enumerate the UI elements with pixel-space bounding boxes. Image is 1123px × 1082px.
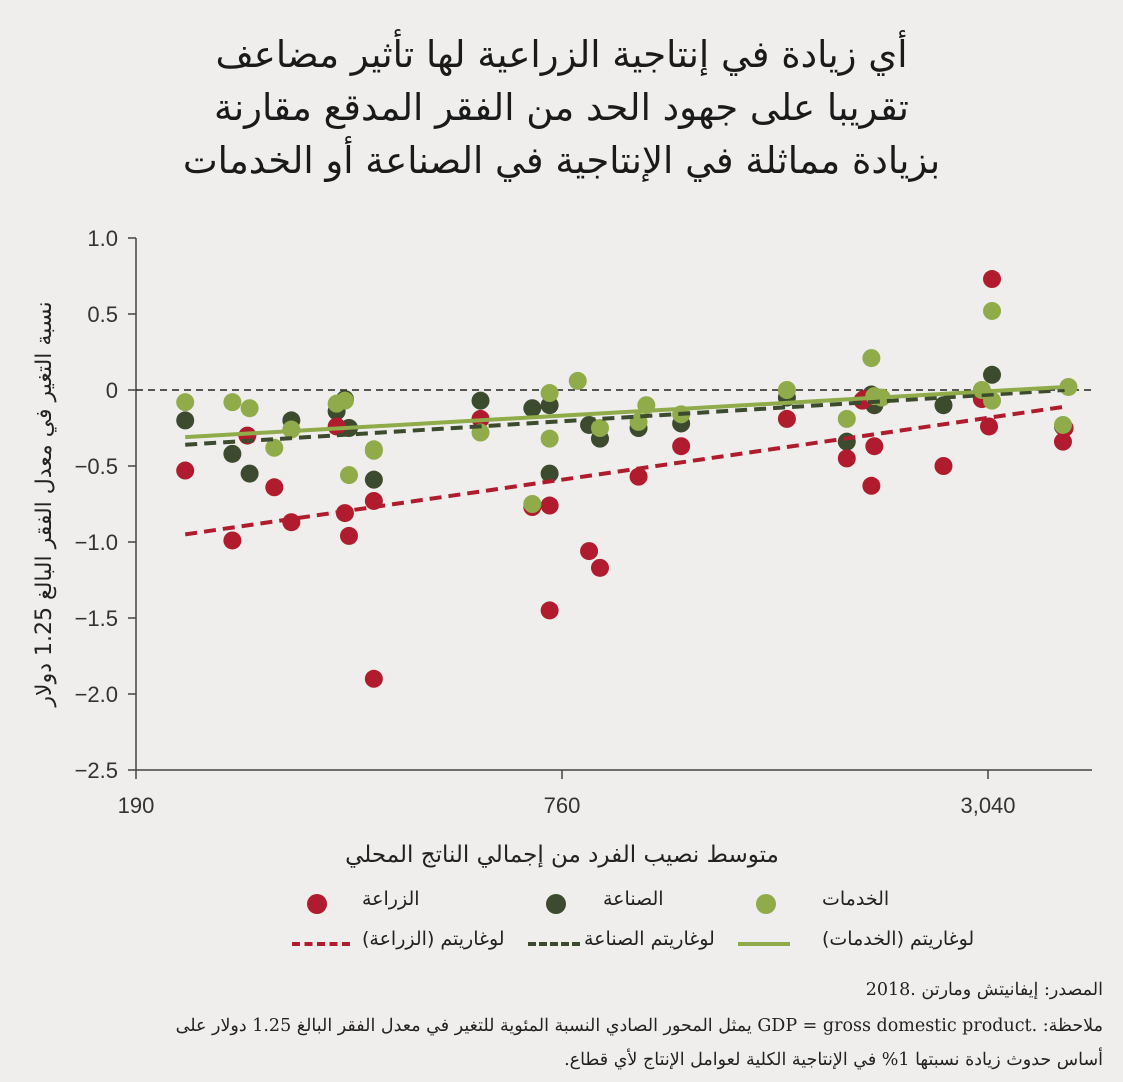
legend-log-industry-line	[528, 942, 580, 946]
agriculture-point	[282, 513, 301, 532]
agriculture-point	[1053, 432, 1072, 451]
x-tick-label: 190	[118, 793, 155, 818]
agriculture-point	[364, 669, 383, 688]
agriculture-point	[672, 437, 691, 456]
x-tick-label: 760	[544, 793, 581, 818]
services-point	[240, 399, 259, 418]
agriculture-trend-line	[184, 404, 1065, 537]
agriculture-point	[865, 437, 884, 456]
industry-point	[240, 464, 259, 483]
y-axis-title: نسبة التغير في معدل الفقر البالغ 1.25 دو…	[32, 301, 57, 707]
industry-trend-line	[185, 388, 1065, 447]
legend-industry-label: الصناعة	[603, 888, 664, 910]
services-point	[862, 349, 881, 368]
chart-title: أي زيادة في إنتاجية الزراعية لها تأثير م…	[60, 28, 1063, 187]
services-point	[590, 419, 609, 437]
y-tick-label: −1.0	[75, 530, 118, 555]
agriculture-point	[777, 409, 796, 428]
industry-point	[540, 464, 559, 483]
y-tick-label: −2.0	[75, 682, 118, 707]
services-point	[523, 495, 542, 513]
chart-title-line-2: تقريبا على جهود الحد من الفقر المدقع مقا…	[214, 86, 909, 129]
services-point	[340, 466, 358, 485]
agriculture-point	[934, 457, 953, 475]
chart-title-line-1: أي زيادة في إنتاجية الزراعية لها تأثير م…	[215, 33, 908, 76]
agriculture-point	[340, 526, 358, 545]
legend-agriculture-label: الزراعة	[362, 888, 420, 910]
industry-point	[223, 444, 242, 463]
agriculture-point	[223, 531, 242, 550]
services-point	[540, 384, 559, 403]
services-point	[176, 393, 195, 412]
services-point	[364, 441, 383, 460]
agriculture-point	[980, 417, 999, 436]
industry-point	[176, 411, 195, 430]
services-point	[777, 381, 796, 399]
agriculture-point	[590, 558, 609, 577]
legend-agriculture-marker	[307, 894, 327, 914]
agriculture-point	[265, 478, 284, 497]
industry-point	[364, 470, 383, 489]
services-point	[540, 429, 559, 448]
legend-log-agriculture-label: لوغاريتم (الزراعة)	[362, 928, 505, 950]
source-note: المصدر: إيفانيتش ومارتن .2018	[865, 980, 1103, 1000]
y-tick-label: −1.5	[75, 606, 118, 631]
agriculture-point	[983, 270, 1002, 289]
x-axis-title: متوسط نصيب الفرد من إجمالي الناتج المحلي	[345, 842, 779, 868]
agriculture-point	[580, 542, 599, 561]
services-point	[1053, 415, 1072, 434]
agriculture-point	[629, 467, 648, 486]
legend-services-marker	[756, 894, 776, 914]
y-tick-label: 0.5	[87, 302, 118, 327]
agriculture-point	[176, 461, 195, 480]
legend-services-label: الخدمات	[822, 888, 890, 910]
y-tick-label: −0.5	[75, 454, 118, 479]
services-trend-line	[185, 384, 1065, 440]
services-point	[265, 438, 284, 457]
legend-log-services-line	[738, 942, 790, 946]
legend-log-agriculture-line	[292, 942, 350, 946]
services-point	[568, 371, 587, 390]
services-point	[837, 409, 856, 428]
services-point	[335, 391, 354, 410]
y-tick-label: 1.0	[87, 226, 118, 251]
agriculture-point	[540, 601, 559, 620]
services-point	[223, 393, 242, 412]
legend-log-industry-label: لوغاريتم الصناعة	[584, 928, 715, 950]
industry-point	[934, 396, 953, 415]
x-tick-label: 3,040	[960, 793, 1015, 818]
industry-point	[471, 391, 490, 410]
industry-point	[837, 432, 856, 451]
agriculture-point	[540, 496, 559, 515]
services-point	[983, 301, 1002, 320]
note-line-2: أساس حدوث زيادة نسبتها 1% في الإنتاجية ا…	[564, 1050, 1103, 1070]
legend-log-services-label: لوغاريتم (الخدمات)	[822, 928, 975, 950]
industry-point	[523, 399, 542, 418]
agriculture-point	[862, 476, 881, 495]
agriculture-point	[837, 449, 856, 468]
note-line-1: ملاحظة: .GDP = gross domestic product يم…	[175, 1016, 1103, 1036]
legend-industry-marker	[546, 894, 566, 914]
industry-point	[983, 365, 1002, 384]
chart-title-line-3: بزيادة مماثلة في الإنتاجية في الصناعة أو…	[182, 139, 941, 182]
y-tick-label: −2.5	[75, 758, 118, 783]
y-tick-label: 0	[106, 378, 118, 403]
